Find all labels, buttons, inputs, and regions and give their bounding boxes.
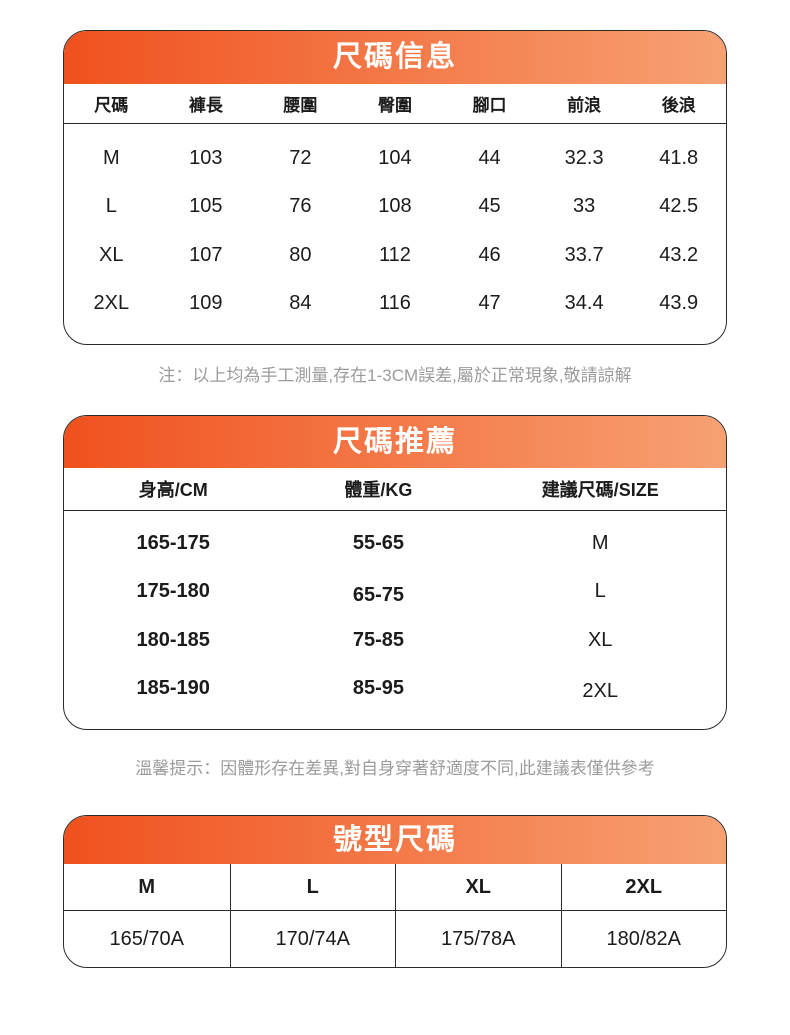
table-row: 2XL 109 84 116 47 34.4 43.9 [64, 280, 726, 329]
size-recommend-table: 尺碼推薦 身高/CM 體重/KG 建議尺碼/SIZE 165-175 55-65… [63, 415, 727, 730]
size-recommend-header-row: 身高/CM 體重/KG 建議尺碼/SIZE [64, 468, 726, 511]
table-row: M 103 72 104 44 32.3 41.8 [64, 134, 726, 183]
table-row: 165-175 55-65 M [64, 519, 726, 568]
column-header-size-l: L [229, 864, 396, 910]
table-cell: 55-65 [352, 531, 405, 554]
table-cell: 180-185 [136, 628, 210, 651]
table-cell: 175-180 [136, 580, 210, 603]
table-cell: 2XL [582, 680, 618, 703]
table-row: 185-190 85-95 2XL [64, 665, 726, 714]
table-row: 180-185 75-85 XL [64, 616, 726, 665]
table-cell: 112 [379, 243, 411, 266]
table-cell: 44 [478, 146, 501, 169]
table-cell: 43.2 [659, 243, 699, 266]
table-cell: 45 [478, 195, 501, 218]
table-cell: 107 [189, 243, 223, 266]
size-info-table: 尺碼信息 尺碼 褲長 腰圍 臀圍 腳口 前浪 後浪 M 103 72 104 4… [63, 30, 727, 345]
table-cell: 180/82A [560, 911, 727, 967]
size-info-title: 尺碼信息 [332, 41, 457, 73]
table-cell: 43.9 [659, 292, 699, 315]
table-cell: 105 [189, 195, 223, 218]
column-header-height: 身高/CM [138, 480, 208, 500]
table-cell: 85-95 [352, 677, 405, 700]
column-header-weight: 體重/KG [344, 480, 413, 500]
column-header-size-xl: XL [395, 864, 561, 910]
table-cell: 165-175 [136, 531, 210, 554]
table-row: 175-180 65-75 L [64, 568, 726, 617]
size-recommend-body: 165-175 55-65 M 175-180 65-75 L 180-185 … [64, 511, 726, 713]
table-cell: 104 [378, 146, 412, 169]
table-cell: 80 [289, 243, 312, 266]
table-cell: 108 [378, 195, 412, 218]
size-info-body: M 103 72 104 44 32.3 41.8 L 105 76 108 4… [64, 124, 726, 328]
table-cell: 84 [289, 292, 312, 315]
table-cell: L [594, 580, 606, 603]
column-header-waist: 腰圍 [283, 96, 318, 115]
size-info-header-row: 尺碼 褲長 腰圍 臀圍 腳口 前浪 後浪 [64, 84, 726, 124]
table-cell: 185-190 [136, 677, 210, 700]
table-cell: 165/70A [109, 928, 184, 950]
table-cell: XL [99, 243, 124, 266]
column-header-hip: 臀圍 [377, 96, 412, 115]
column-header-back-rise: 後浪 [661, 96, 696, 115]
table-cell: 116 [379, 292, 411, 315]
model-size-title: 號型尺碼 [332, 823, 457, 856]
column-header-size-2xl: 2XL [560, 864, 727, 910]
model-size-header-row: M L XL 2XL [64, 864, 726, 911]
model-size-value-row: 165/70A 170/74A 175/78A 180/82A [64, 911, 727, 967]
model-size-table: 號型尺碼 M L XL 2XL 165/70A 170/74A 175/78A … [63, 815, 727, 968]
column-header-pants-length: 褲長 [188, 96, 223, 115]
column-header-size-m: M [138, 875, 156, 898]
model-size-title-band: 號型尺碼 [64, 816, 726, 864]
size-info-title-band: 尺碼信息 [64, 31, 726, 84]
table-cell: 47 [478, 292, 501, 315]
column-header-leg-opening: 腳口 [472, 96, 507, 115]
column-header-front-rise: 前浪 [567, 96, 602, 115]
table-row: XL 107 80 112 46 33.7 43.2 [64, 231, 726, 280]
column-header-size: 尺碼 [94, 96, 129, 115]
table-cell: M [591, 531, 609, 554]
table-cell: 65-75 [352, 584, 405, 607]
comfort-disclaimer-note: 溫馨提示：因體形存在差異,對自身穿著舒適度不同,此建議表僅供參考 [135, 759, 655, 778]
measurement-tolerance-note: 注：以上均為手工測量,存在1-3CM誤差,屬於正常現象,敬請諒解 [158, 366, 632, 385]
table-cell: XL [587, 628, 613, 651]
table-cell: 76 [289, 195, 312, 218]
table-cell: 41.8 [659, 146, 699, 169]
size-recommend-title: 尺碼推薦 [332, 425, 457, 458]
table-cell: 109 [189, 292, 223, 315]
table-cell: 46 [478, 243, 501, 266]
table-cell: 42.5 [659, 195, 699, 218]
column-header-suggested-size: 建議尺碼/SIZE [541, 480, 659, 500]
table-row: L 105 76 108 45 33 42.5 [64, 183, 726, 232]
table-cell: L [105, 195, 117, 218]
table-cell: 72 [289, 146, 312, 169]
table-cell: 33 [573, 195, 596, 218]
table-cell: 75-85 [352, 628, 405, 651]
table-cell: 175/78A [395, 911, 561, 967]
table-cell: 33.7 [564, 243, 604, 266]
table-cell: 103 [189, 146, 223, 169]
table-cell: 34.4 [564, 292, 604, 315]
size-recommend-title-band: 尺碼推薦 [64, 416, 726, 468]
table-cell: 32.3 [564, 146, 604, 169]
table-cell: M [102, 146, 120, 169]
table-cell: 2XL [93, 292, 130, 315]
table-cell: 170/74A [229, 911, 396, 967]
